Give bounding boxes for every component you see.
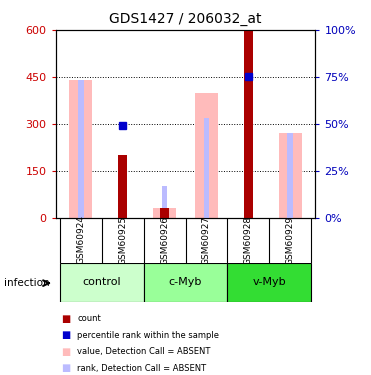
Bar (144, 262, 227, 302)
Bar (162, 186, 167, 218)
Bar (227, 262, 311, 302)
Bar (69, 80, 92, 218)
Bar (288, 133, 293, 218)
Bar (279, 133, 302, 218)
Bar (153, 208, 176, 218)
Text: GSM60928: GSM60928 (244, 215, 253, 265)
Bar (60, 262, 144, 302)
Text: ■: ■ (61, 347, 70, 357)
Text: count: count (77, 314, 101, 323)
Text: GSM60924: GSM60924 (76, 216, 85, 264)
Title: GDS1427 / 206032_at: GDS1427 / 206032_at (109, 12, 262, 26)
Bar (119, 122, 126, 129)
Text: GSM60926: GSM60926 (160, 215, 169, 265)
Bar (244, 30, 253, 217)
Text: GSM60927: GSM60927 (202, 215, 211, 265)
Text: control: control (82, 277, 121, 287)
Text: ■: ■ (61, 314, 70, 324)
Text: ■: ■ (61, 363, 70, 373)
Text: ■: ■ (61, 330, 70, 340)
Text: c-Myb: c-Myb (169, 277, 202, 287)
Text: percentile rank within the sample: percentile rank within the sample (77, 331, 219, 340)
Text: rank, Detection Call = ABSENT: rank, Detection Call = ABSENT (77, 364, 206, 373)
Bar (118, 155, 127, 218)
Bar (195, 93, 218, 218)
Text: GSM60925: GSM60925 (118, 215, 127, 265)
Text: value, Detection Call = ABSENT: value, Detection Call = ABSENT (77, 347, 211, 356)
Text: v-Myb: v-Myb (252, 277, 286, 287)
Bar (204, 117, 209, 218)
Bar (78, 80, 83, 218)
Bar (245, 74, 252, 80)
Bar (160, 208, 169, 218)
Text: GSM60929: GSM60929 (286, 215, 295, 265)
Text: infection: infection (4, 278, 49, 288)
